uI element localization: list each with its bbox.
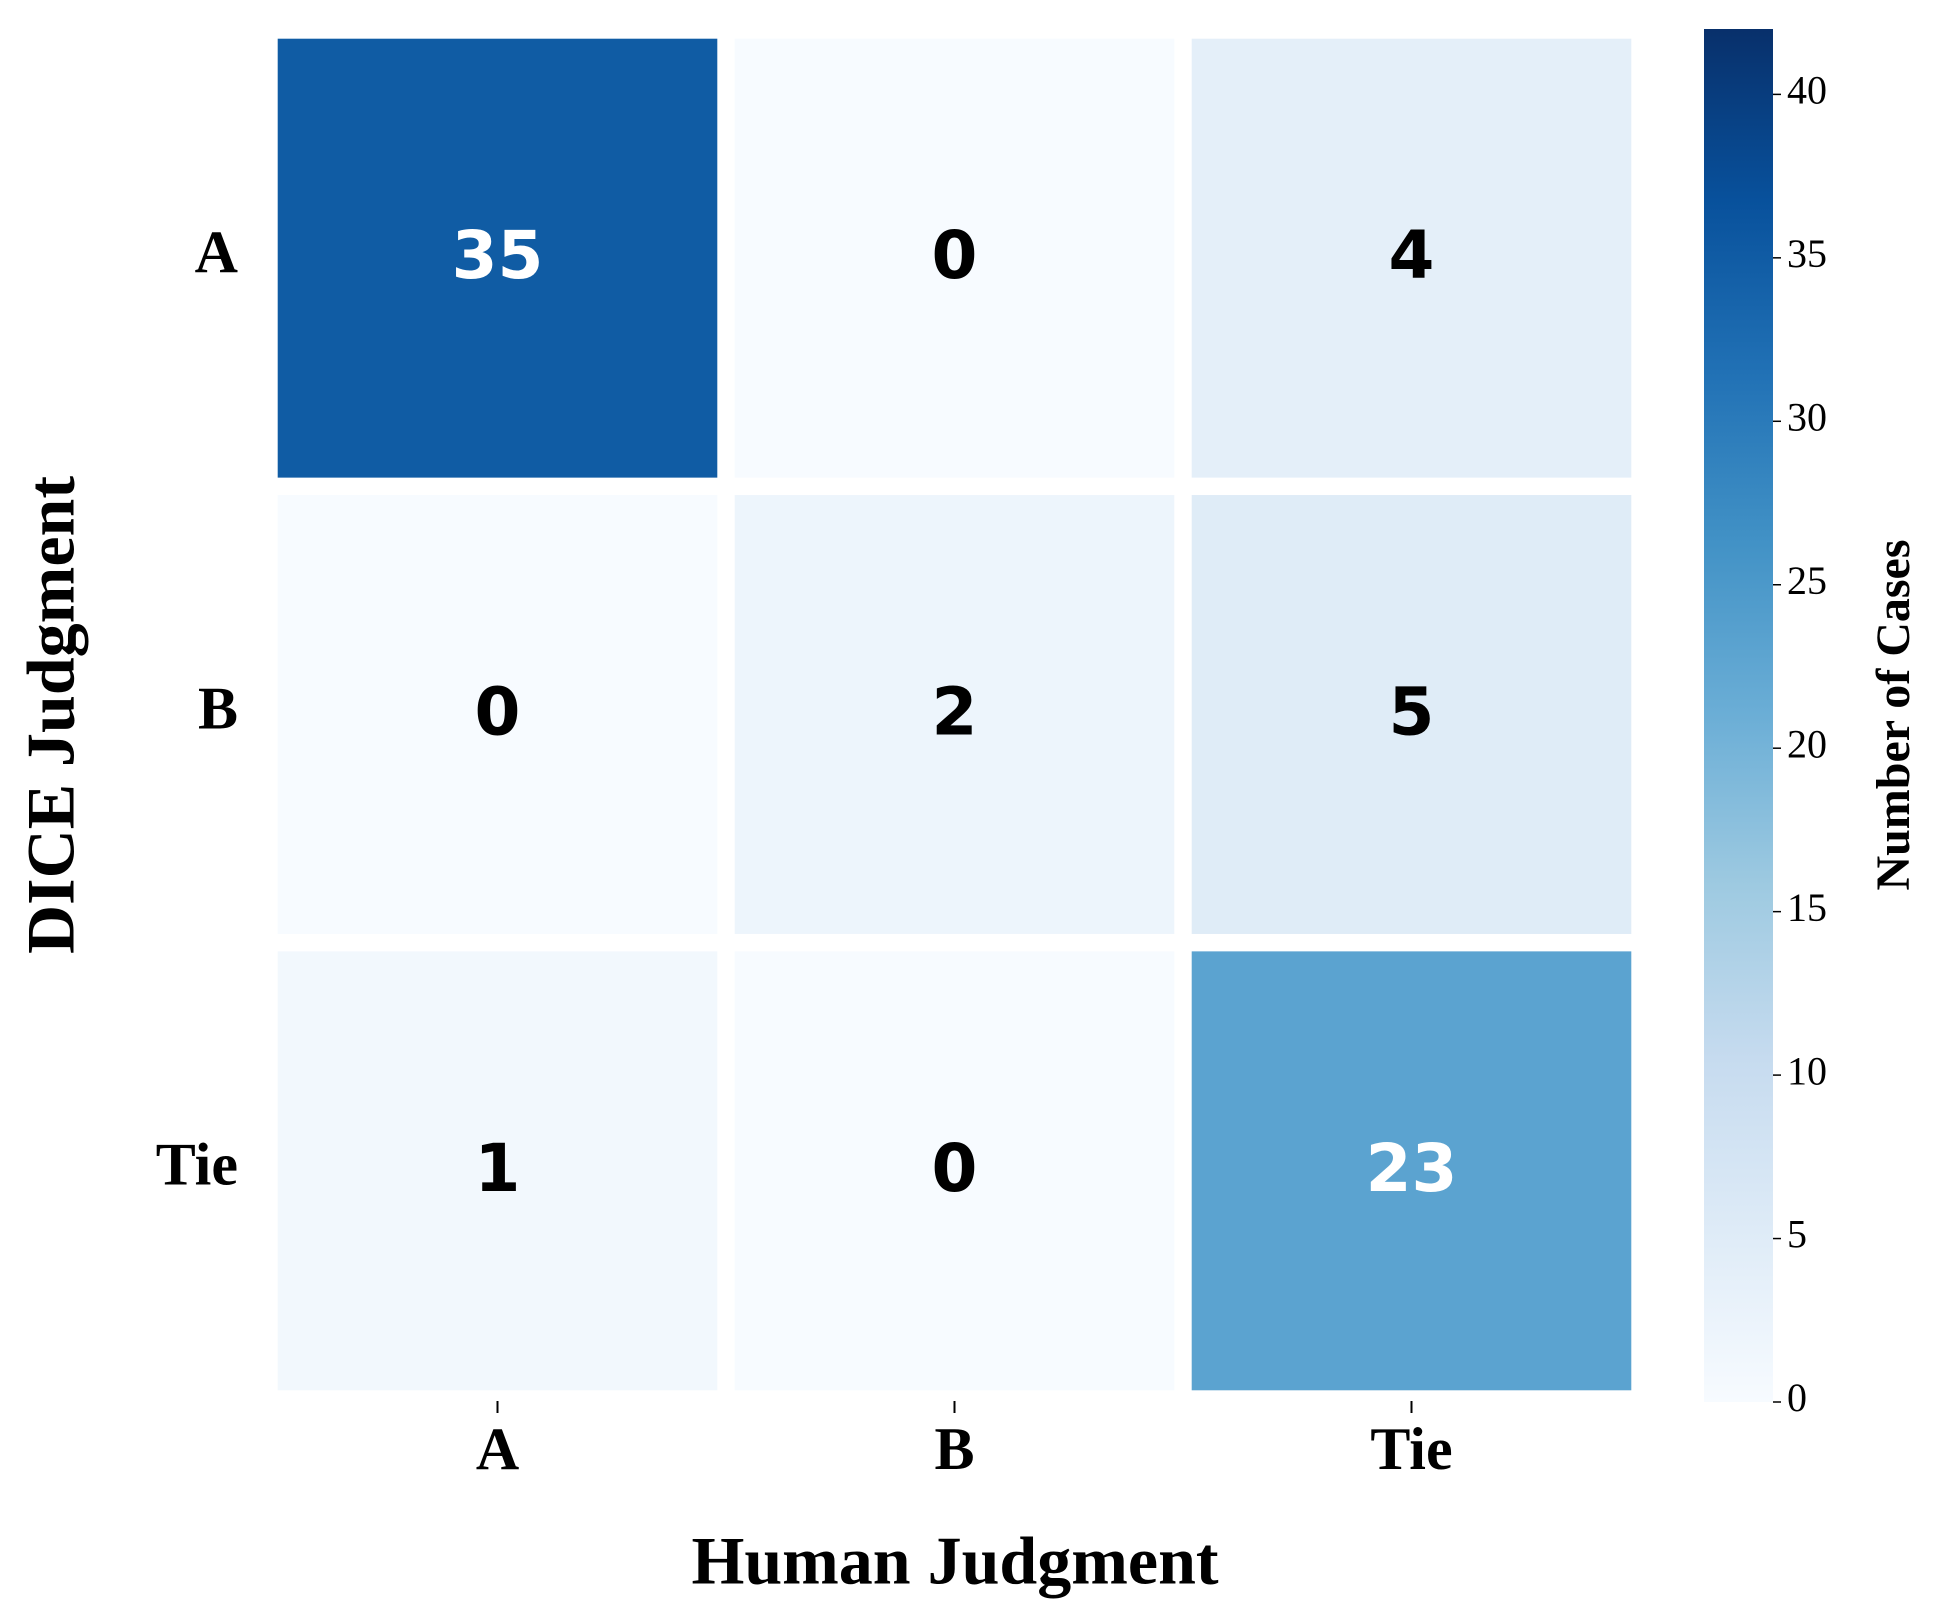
heatmap-cell [277, 495, 718, 934]
cell-value-label: 5 [1389, 674, 1435, 751]
colorbar-tick-label: 5 [1787, 1212, 1807, 1257]
y-axis-label: DICE Judgment [13, 476, 89, 954]
cell-value-label: 0 [932, 1130, 978, 1207]
heatmap-cell [734, 495, 1175, 934]
colorbar-tick-label: 0 [1787, 1375, 1807, 1420]
heatmap-cell [734, 951, 1175, 1391]
heatmap-cell [1191, 495, 1632, 934]
heatmap-cell [734, 38, 1175, 478]
cell-value-label: 4 [1389, 217, 1435, 294]
colorbar-tick-label: 35 [1787, 231, 1827, 276]
colorbar-tick-label: 25 [1787, 558, 1827, 603]
y-tick-label: B [198, 675, 238, 741]
colorbar [1704, 29, 1773, 1402]
cell-value-label: 0 [932, 217, 978, 294]
colorbar-tick-label: 20 [1787, 721, 1827, 766]
colorbar-tick-label: 10 [1787, 1048, 1827, 1093]
heatmap-cell [277, 38, 718, 478]
colorbar-tick-label: 40 [1787, 68, 1827, 113]
colorbar-tick-label: 30 [1787, 394, 1827, 439]
cell-value-label: 35 [452, 217, 544, 294]
heatmap-cell [1191, 951, 1632, 1391]
cell-value-label: 2 [932, 674, 978, 751]
x-tick-label: Tie [1370, 1416, 1452, 1482]
cell-value-label: 0 [475, 674, 521, 751]
x-tick-label: A [476, 1416, 519, 1482]
x-axis-label: Human Judgment [691, 1523, 1218, 1599]
colorbar-label: Number of Cases [1867, 539, 1920, 890]
cell-value-label: 1 [475, 1130, 521, 1207]
y-tick-label: Tie [156, 1132, 238, 1198]
heatmap-cell [277, 951, 718, 1391]
colorbar-tick-label: 15 [1787, 885, 1827, 930]
y-tick-label: A [195, 219, 238, 285]
cell-value-label: 23 [1366, 1130, 1458, 1207]
x-tick-label: B [934, 1416, 974, 1482]
heatmap-cell [1191, 38, 1632, 478]
